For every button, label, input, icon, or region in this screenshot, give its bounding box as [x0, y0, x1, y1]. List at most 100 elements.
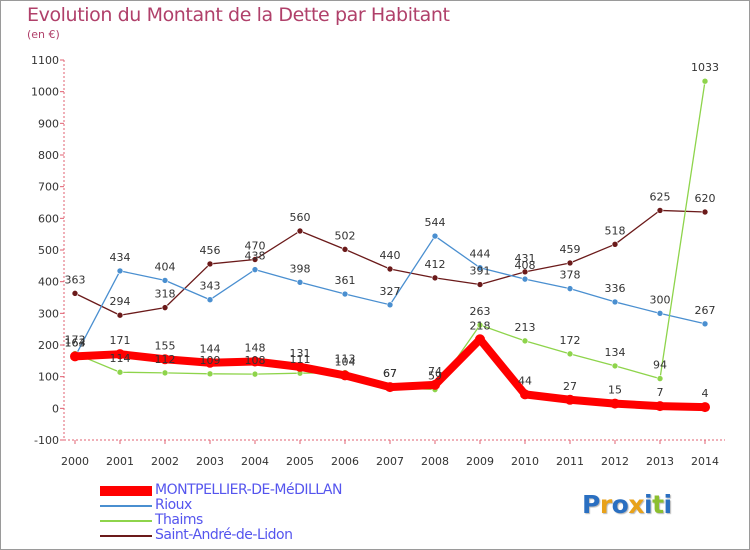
data-label: 67 — [383, 367, 397, 380]
data-point — [206, 260, 214, 268]
data-point — [251, 370, 259, 378]
data-point — [296, 227, 304, 235]
data-label: 4 — [702, 387, 709, 400]
data-label: 391 — [470, 265, 491, 278]
y-tick-label: 100 — [38, 371, 59, 384]
data-point — [386, 265, 394, 273]
data-point — [70, 351, 80, 362]
data-label: 144 — [200, 343, 221, 356]
x-tick-label: 2004 — [241, 455, 269, 468]
data-point — [116, 311, 124, 319]
data-label: 263 — [470, 305, 491, 318]
data-label: 440 — [380, 249, 401, 262]
legend-label: MONTPELLIER-DE-MéDILLAN — [155, 482, 342, 498]
data-point — [701, 208, 709, 216]
data-label: 108 — [245, 354, 266, 367]
data-label: 318 — [155, 288, 176, 301]
logo-letter: P — [582, 490, 600, 519]
data-point — [161, 277, 169, 284]
data-label: 164 — [65, 336, 86, 349]
data-label: 148 — [245, 341, 266, 354]
data-point — [431, 274, 439, 282]
x-tick-label: 2000 — [61, 455, 89, 468]
logo-letter: o — [611, 490, 629, 519]
chart-title: Evolution du Montant de la Dette par Hab… — [27, 4, 450, 26]
data-point — [430, 379, 440, 390]
data-point — [565, 394, 575, 405]
data-point — [431, 232, 439, 240]
data-point — [655, 401, 665, 412]
y-tick-label: 700 — [38, 181, 59, 194]
x-tick-label: 2005 — [286, 455, 314, 468]
data-point — [476, 264, 484, 272]
x-tick-label: 2008 — [421, 455, 449, 468]
data-point — [206, 296, 214, 304]
x-tick-label: 2012 — [601, 455, 629, 468]
data-label: 456 — [200, 244, 221, 257]
data-label: 67 — [383, 367, 397, 380]
data-point — [340, 370, 350, 381]
data-label: 15 — [608, 384, 622, 397]
data-label: 620 — [695, 192, 716, 205]
logo-letter: t — [652, 490, 664, 519]
data-label: 404 — [155, 260, 176, 273]
data-point — [611, 241, 619, 248]
y-tick-label: 0 — [52, 402, 59, 415]
data-label: 300 — [650, 293, 671, 306]
data-label: 113 — [335, 353, 356, 366]
x-tick-label: 2001 — [106, 455, 134, 468]
proxiti-logo: Proxiti — [582, 490, 672, 519]
data-point — [251, 266, 259, 273]
data-label: 111 — [290, 353, 311, 366]
data-label: 163 — [65, 337, 86, 350]
data-label: 114 — [110, 352, 131, 365]
logo-letter: x — [628, 490, 644, 519]
data-label: 434 — [110, 251, 131, 264]
y-tick-label: 400 — [38, 276, 59, 289]
x-tick-label: 2003 — [196, 455, 224, 468]
data-point — [115, 349, 125, 360]
data-label: 625 — [650, 190, 671, 203]
data-point — [701, 320, 709, 328]
data-label: 134 — [605, 346, 626, 359]
y-tick-label: 200 — [38, 339, 59, 352]
data-label: 27 — [563, 380, 577, 393]
data-point — [566, 285, 574, 292]
data-label: 336 — [605, 282, 626, 295]
data-point — [566, 259, 574, 267]
data-point — [116, 267, 124, 275]
data-label: 59 — [428, 370, 442, 383]
data-point — [701, 77, 709, 85]
data-label: 408 — [515, 259, 536, 272]
legend-label: Thaims — [155, 512, 203, 528]
data-point — [656, 375, 664, 382]
x-tick-label: 2007 — [376, 455, 404, 468]
data-label: 155 — [155, 339, 176, 352]
legend-swatch — [100, 520, 152, 522]
logo-letter: i — [644, 490, 653, 519]
data-point — [521, 268, 529, 276]
data-point — [295, 361, 305, 372]
y-tick-label: 800 — [38, 149, 59, 162]
data-label: 94 — [653, 359, 667, 372]
data-label: 1033 — [691, 61, 719, 74]
y-tick-label: 900 — [38, 117, 59, 130]
data-label: 361 — [335, 274, 356, 287]
x-tick-label: 2011 — [556, 455, 584, 468]
data-point — [611, 298, 619, 306]
x-tick-label: 2002 — [151, 455, 179, 468]
data-label: 7 — [657, 386, 664, 399]
data-label: 363 — [65, 273, 86, 286]
data-point — [161, 304, 169, 311]
data-label: 431 — [515, 252, 536, 265]
data-point — [610, 398, 620, 409]
data-point — [205, 357, 215, 368]
data-label: 218 — [470, 319, 491, 332]
data-label: 112 — [155, 353, 176, 366]
data-point — [656, 310, 664, 317]
data-label: 560 — [290, 211, 311, 224]
data-point — [521, 275, 529, 283]
y-tick-label: -100 — [34, 434, 59, 447]
data-point — [250, 356, 260, 367]
